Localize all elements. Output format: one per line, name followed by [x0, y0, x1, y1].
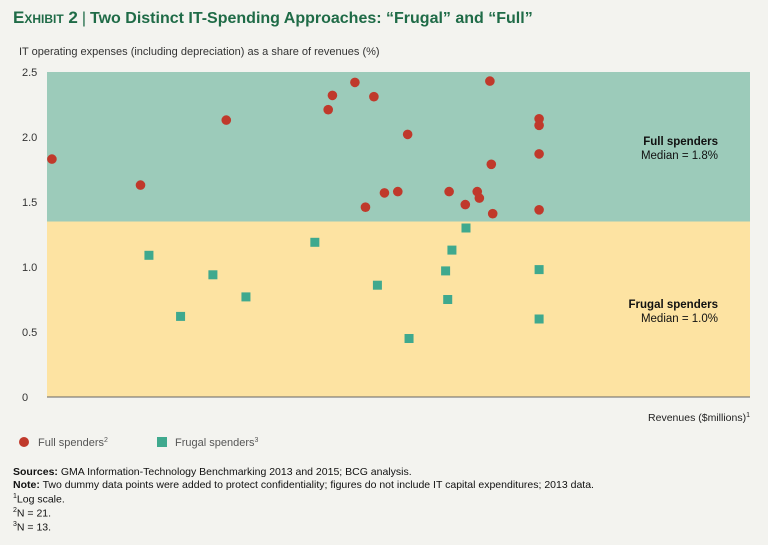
legend-frugal-label: Frugal spenders3 — [175, 437, 259, 449]
footnote-3-text: N = 13. — [16, 521, 52, 534]
frugal-spender-point — [404, 334, 414, 343]
full-spender-point — [402, 129, 413, 140]
scatter-chart: 0 0.5 1.0 1.5 2.0 2.5 Full spenders Median = 1.… — [19, 67, 750, 449]
full-spender-point — [47, 154, 57, 164]
frugal-spender-point — [534, 265, 544, 275]
x-axis-label: Revenues ($millions)1 — [648, 412, 750, 424]
full-spender-point — [444, 186, 454, 197]
full-spender-point — [360, 202, 371, 212]
full-zone-label: Full spenders — [643, 136, 718, 148]
y-tick-label: 2.5 — [22, 67, 37, 79]
full-spender-point — [221, 115, 232, 125]
y-axis-label: IT operating expenses (including depreci… — [19, 46, 380, 58]
footnote-1-marker: 1 — [13, 493, 17, 500]
frugal-spender-point — [372, 280, 382, 290]
full-spender-point — [534, 149, 544, 159]
frugal-spender-point — [447, 245, 457, 255]
frugal-spender-point — [144, 250, 154, 260]
frugal-zone-label: Frugal spenders — [629, 299, 718, 311]
full-spender-point — [369, 91, 379, 102]
footnote-1-text: Log scale. — [16, 493, 65, 506]
full-spender-point — [135, 180, 146, 190]
y-tick-label: 0 — [22, 392, 28, 404]
full-spender-point — [392, 186, 403, 197]
full-spenders-zone — [47, 72, 750, 222]
legend-full-marker — [19, 437, 29, 447]
frugal-spender-point — [441, 266, 451, 276]
full-spender-point — [323, 104, 334, 115]
sources-line: Sources: GMA Information-Technology Benc… — [13, 466, 412, 478]
full-spender-point — [350, 77, 360, 88]
footnote-2-marker: 2 — [13, 507, 17, 514]
frugal-spenders-zone — [47, 221, 750, 397]
full-spender-point — [534, 120, 544, 131]
y-tick-label: 1.0 — [22, 262, 37, 274]
frugal-spender-point — [208, 270, 218, 280]
footnote-3-marker: 3 — [13, 521, 17, 528]
frugal-spender-point — [443, 295, 453, 304]
y-tick-label: 2.0 — [22, 132, 37, 144]
full-spender-point — [534, 205, 544, 215]
exhibit-label: Exhibit 2 — [13, 8, 78, 27]
sources-label: Sources: — [13, 466, 58, 478]
full-spender-point — [486, 159, 497, 170]
frugal-zone-median: Median = 1.0% — [641, 313, 718, 325]
note-text: Two dummy data points were added to prot… — [42, 479, 594, 491]
legend-frugal-marker — [157, 437, 167, 447]
footnote-1: 1Log scale. — [13, 493, 65, 506]
footnote-2: 2N = 21. — [13, 507, 51, 520]
frugal-spender-point — [310, 237, 320, 247]
footnote-2-text: N = 21. — [16, 507, 52, 520]
full-spender-point — [327, 90, 338, 101]
frugal-spender-point — [176, 311, 186, 321]
exhibit-title: Two Distinct IT-Spending Approaches: “Fr… — [90, 10, 533, 27]
full-zone-median: Median = 1.8% — [641, 150, 718, 162]
footnote-3: 3N = 13. — [13, 521, 51, 534]
full-spender-point — [460, 199, 471, 210]
full-spender-point — [379, 188, 390, 198]
frugal-spender-point — [241, 292, 251, 302]
note-line: Note: Two dummy data points were added t… — [13, 479, 594, 491]
legend-full-label: Full spenders2 — [38, 437, 108, 449]
frugal-spender-point — [534, 314, 544, 324]
note-label: Note: — [13, 479, 40, 491]
sources-text: GMA Information-Technology Benchmarking … — [60, 466, 412, 478]
y-tick-label: 0.5 — [22, 327, 37, 339]
full-spender-point — [485, 76, 495, 86]
title-divider: | — [81, 10, 87, 27]
y-tick-label: 1.5 — [22, 197, 37, 209]
chart-title: Exhibit 2 | Two Distinct IT-Spending Appro… — [13, 8, 533, 28]
full-spender-point — [474, 193, 485, 203]
frugal-spender-point — [461, 223, 471, 233]
full-spender-point — [487, 208, 498, 219]
